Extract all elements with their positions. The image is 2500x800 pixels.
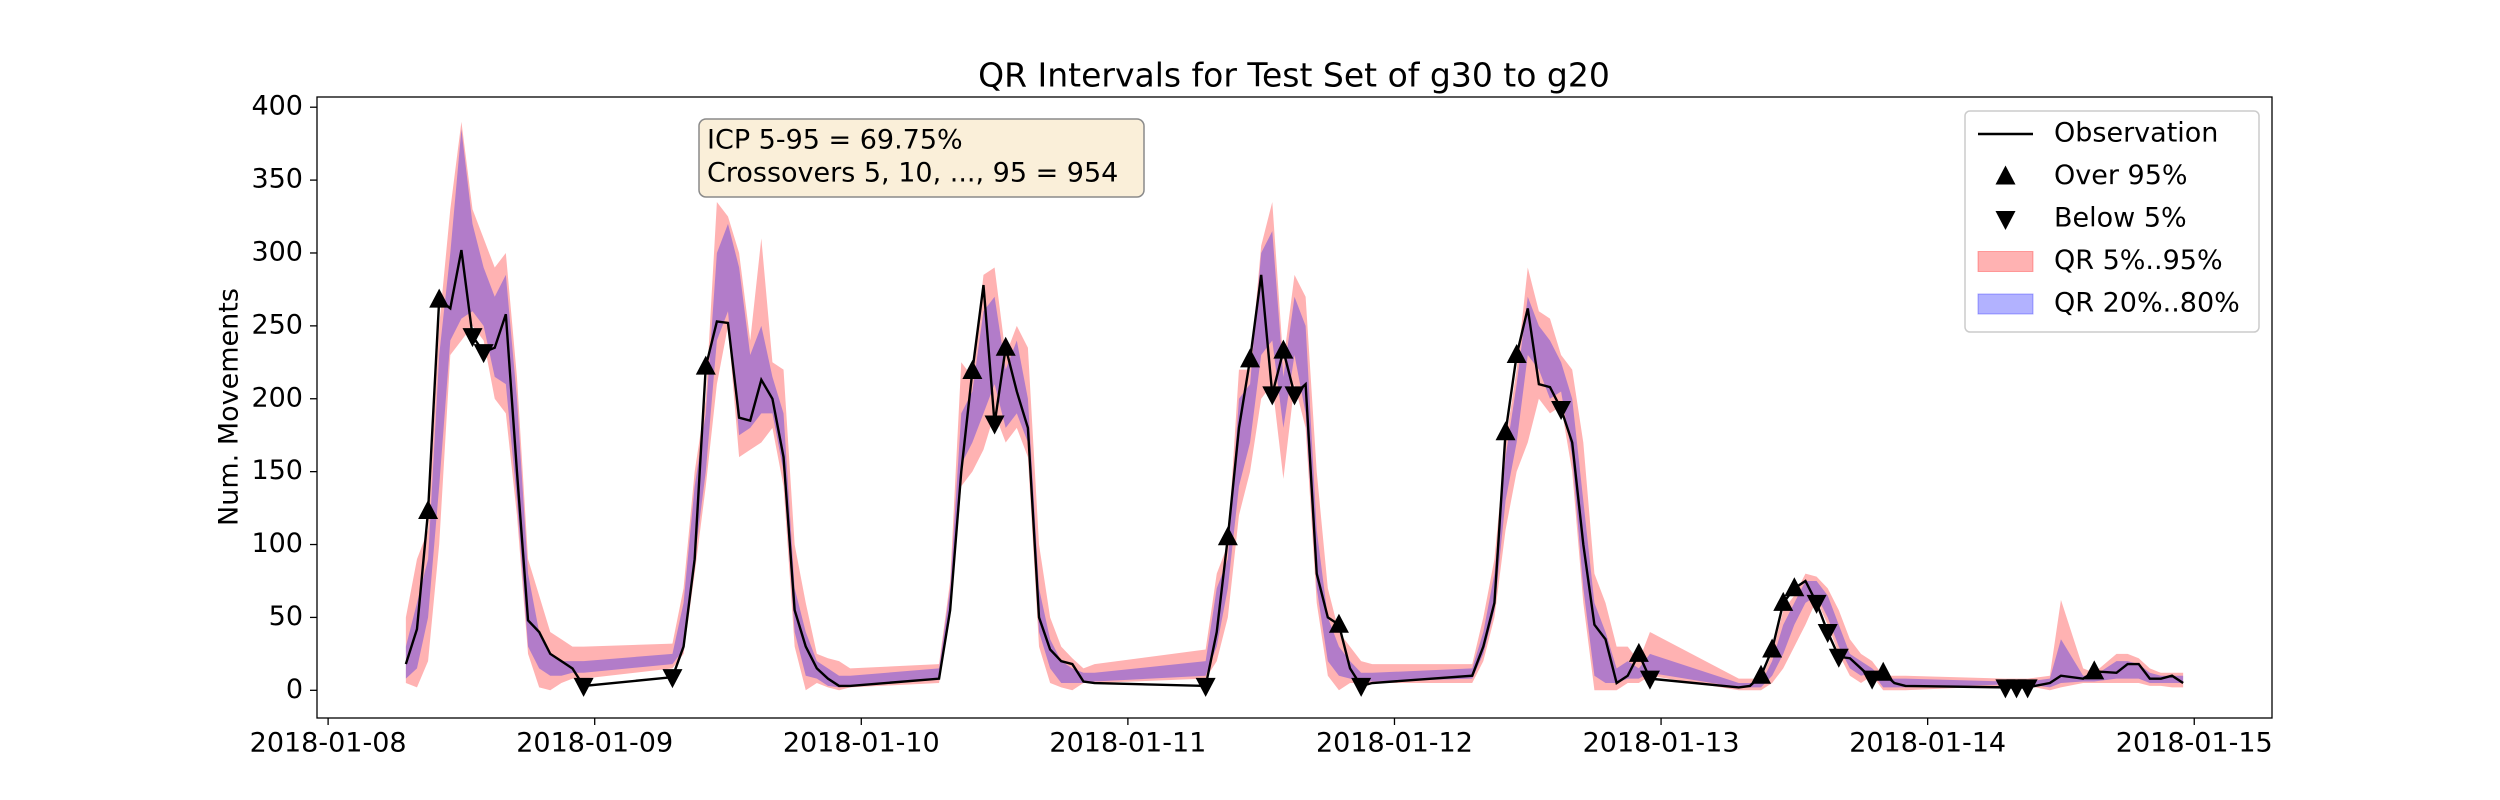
interval-band bbox=[405, 121, 2184, 691]
below-marker bbox=[1639, 670, 1660, 690]
over-marker bbox=[1762, 638, 1783, 658]
chart-title: QR Intervals for Test Set of g30 to g20 bbox=[978, 56, 1610, 95]
below-marker bbox=[1806, 594, 1827, 614]
annotation-text: Crossovers 5, 10, ..., 95 = 954 bbox=[707, 158, 1118, 189]
over-marker bbox=[1873, 661, 1894, 681]
annotation-box bbox=[698, 118, 1145, 198]
legend-label: Below 5% bbox=[2054, 203, 2187, 234]
over-marker bbox=[1273, 339, 1294, 359]
below-marker bbox=[1262, 386, 1283, 406]
y-tick-label: 200 bbox=[251, 382, 303, 413]
legend-label: Over 95% bbox=[2054, 160, 2188, 191]
below-marker bbox=[462, 328, 483, 348]
y-tick-label: 300 bbox=[251, 236, 303, 267]
x-tick-label: 2018-01-11 bbox=[1049, 728, 1206, 759]
over-marker bbox=[1240, 348, 1261, 368]
over-marker bbox=[962, 360, 983, 380]
legend-marker bbox=[1995, 165, 2016, 185]
y-tick-label: 250 bbox=[251, 309, 303, 340]
observation-line bbox=[404, 249, 2184, 689]
over-marker bbox=[1506, 344, 1527, 364]
below-marker bbox=[573, 677, 594, 697]
over-marker bbox=[1751, 664, 1772, 684]
legend-marker bbox=[1995, 211, 2016, 230]
below-marker bbox=[662, 669, 683, 689]
legend-label: Observation bbox=[2054, 118, 2218, 149]
legend-box bbox=[1964, 110, 2260, 333]
below-marker bbox=[1828, 648, 1849, 668]
below-marker bbox=[2017, 679, 2038, 699]
y-tick-label: 50 bbox=[269, 601, 303, 632]
x-tick-label: 2018-01-15 bbox=[2116, 728, 2273, 759]
over-marker bbox=[695, 355, 716, 375]
below-marker bbox=[984, 415, 1005, 435]
x-tick-label: 2018-01-13 bbox=[1583, 728, 1740, 759]
over-marker bbox=[1495, 421, 1516, 441]
over-marker bbox=[429, 288, 450, 308]
below-marker bbox=[473, 344, 494, 364]
y-tick-label: 100 bbox=[251, 528, 303, 559]
annotation-text: ICP 5-95 = 69.75% bbox=[707, 125, 963, 156]
legend-swatch bbox=[1977, 251, 2034, 272]
legend-label: QR 20%..80% bbox=[2054, 288, 2240, 319]
over-marker bbox=[418, 500, 439, 519]
below-marker bbox=[1817, 623, 1838, 643]
y-tick-label: 0 bbox=[286, 674, 303, 705]
y-tick-label: 350 bbox=[251, 164, 303, 195]
x-tick-label: 2018-01-12 bbox=[1316, 728, 1473, 759]
over-marker bbox=[995, 336, 1016, 356]
below-marker bbox=[1195, 677, 1216, 697]
below-marker bbox=[1551, 400, 1572, 420]
over-marker bbox=[1784, 577, 1805, 597]
x-tick-label: 2018-01-08 bbox=[250, 728, 407, 759]
x-tick-label: 2018-01-14 bbox=[1849, 728, 2006, 759]
legend-label: QR 5%..95% bbox=[2054, 245, 2223, 276]
over-marker bbox=[1328, 613, 1349, 633]
below-marker bbox=[1351, 677, 1372, 697]
y-axis-label: Num. Movements bbox=[214, 288, 245, 526]
over-marker bbox=[1217, 526, 1238, 546]
below-marker bbox=[1284, 386, 1305, 406]
y-tick-label: 400 bbox=[251, 91, 303, 122]
plot-area bbox=[404, 121, 2184, 699]
over-marker bbox=[2084, 660, 2105, 680]
interval-band bbox=[405, 129, 2184, 688]
plot-frame bbox=[316, 96, 2273, 719]
x-tick-label: 2018-01-10 bbox=[783, 728, 940, 759]
over-marker bbox=[1628, 642, 1649, 662]
over-marker bbox=[1773, 591, 1794, 611]
legend-swatch bbox=[1977, 293, 2034, 315]
y-tick-label: 150 bbox=[251, 455, 303, 486]
x-tick-label: 2018-01-09 bbox=[516, 728, 673, 759]
